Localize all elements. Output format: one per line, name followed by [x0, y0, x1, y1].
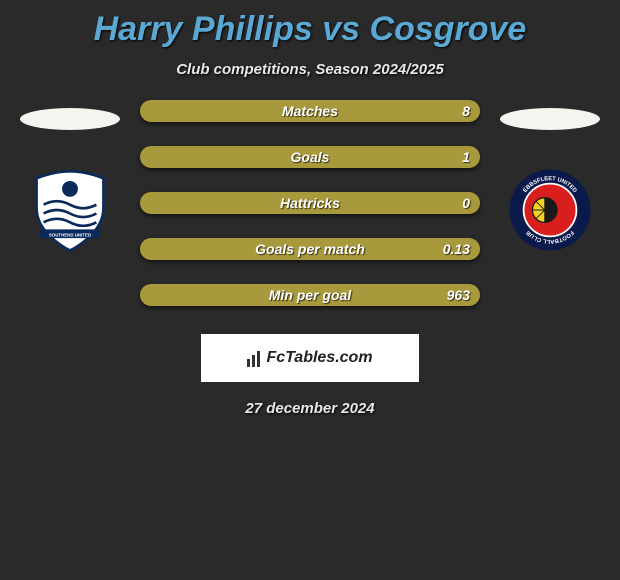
svg-text:SOUTHEND UNITED: SOUTHEND UNITED — [49, 232, 91, 237]
stat-value-right: 0.13 — [443, 241, 470, 257]
page-title: Harry Phillips vs Cosgrove — [0, 0, 620, 49]
stat-value-right: 8 — [462, 103, 470, 119]
stat-label: Goals — [291, 149, 330, 165]
stat-label: Goals per match — [255, 241, 365, 257]
stat-label: Matches — [282, 103, 338, 119]
date-line: 27 december 2024 — [0, 400, 620, 417]
stat-bar-min-per-goal: Min per goal 963 — [140, 284, 480, 306]
player-right-ellipse — [500, 108, 600, 130]
stat-value-right: 963 — [447, 287, 470, 303]
ebbsfleet-crest-icon: EBBSFLEET UNITED FOOTBALL CLUB — [506, 166, 594, 254]
player-left-ellipse — [20, 108, 120, 130]
stat-label: Hattricks — [280, 195, 340, 211]
stat-bar-goals-per-match: Goals per match 0.13 — [140, 238, 480, 260]
player-left-column: SOUTHEND UNITED — [20, 106, 120, 254]
stat-value-right: 0 — [462, 195, 470, 211]
southend-crest-icon: SOUTHEND UNITED — [26, 166, 114, 254]
stat-bar-hattricks: Hattricks 0 — [140, 192, 480, 214]
stats-column: Matches 8 Goals 1 Hattricks 0 Goals per … — [140, 100, 480, 306]
stat-value-right: 1 — [462, 149, 470, 165]
chart-icon — [247, 349, 260, 367]
stat-label: Min per goal — [269, 287, 351, 303]
footer-brand-box[interactable]: FcTables.com — [201, 334, 419, 382]
subtitle: Club competitions, Season 2024/2025 — [0, 61, 620, 78]
content-row: SOUTHEND UNITED Matches 8 Goals 1 Hattri… — [0, 106, 620, 306]
player-right-column: EBBSFLEET UNITED FOOTBALL CLUB — [500, 106, 600, 254]
footer-brand-text: FcTables.com — [266, 349, 372, 367]
stat-bar-goals: Goals 1 — [140, 146, 480, 168]
stat-bar-matches: Matches 8 — [140, 100, 480, 122]
